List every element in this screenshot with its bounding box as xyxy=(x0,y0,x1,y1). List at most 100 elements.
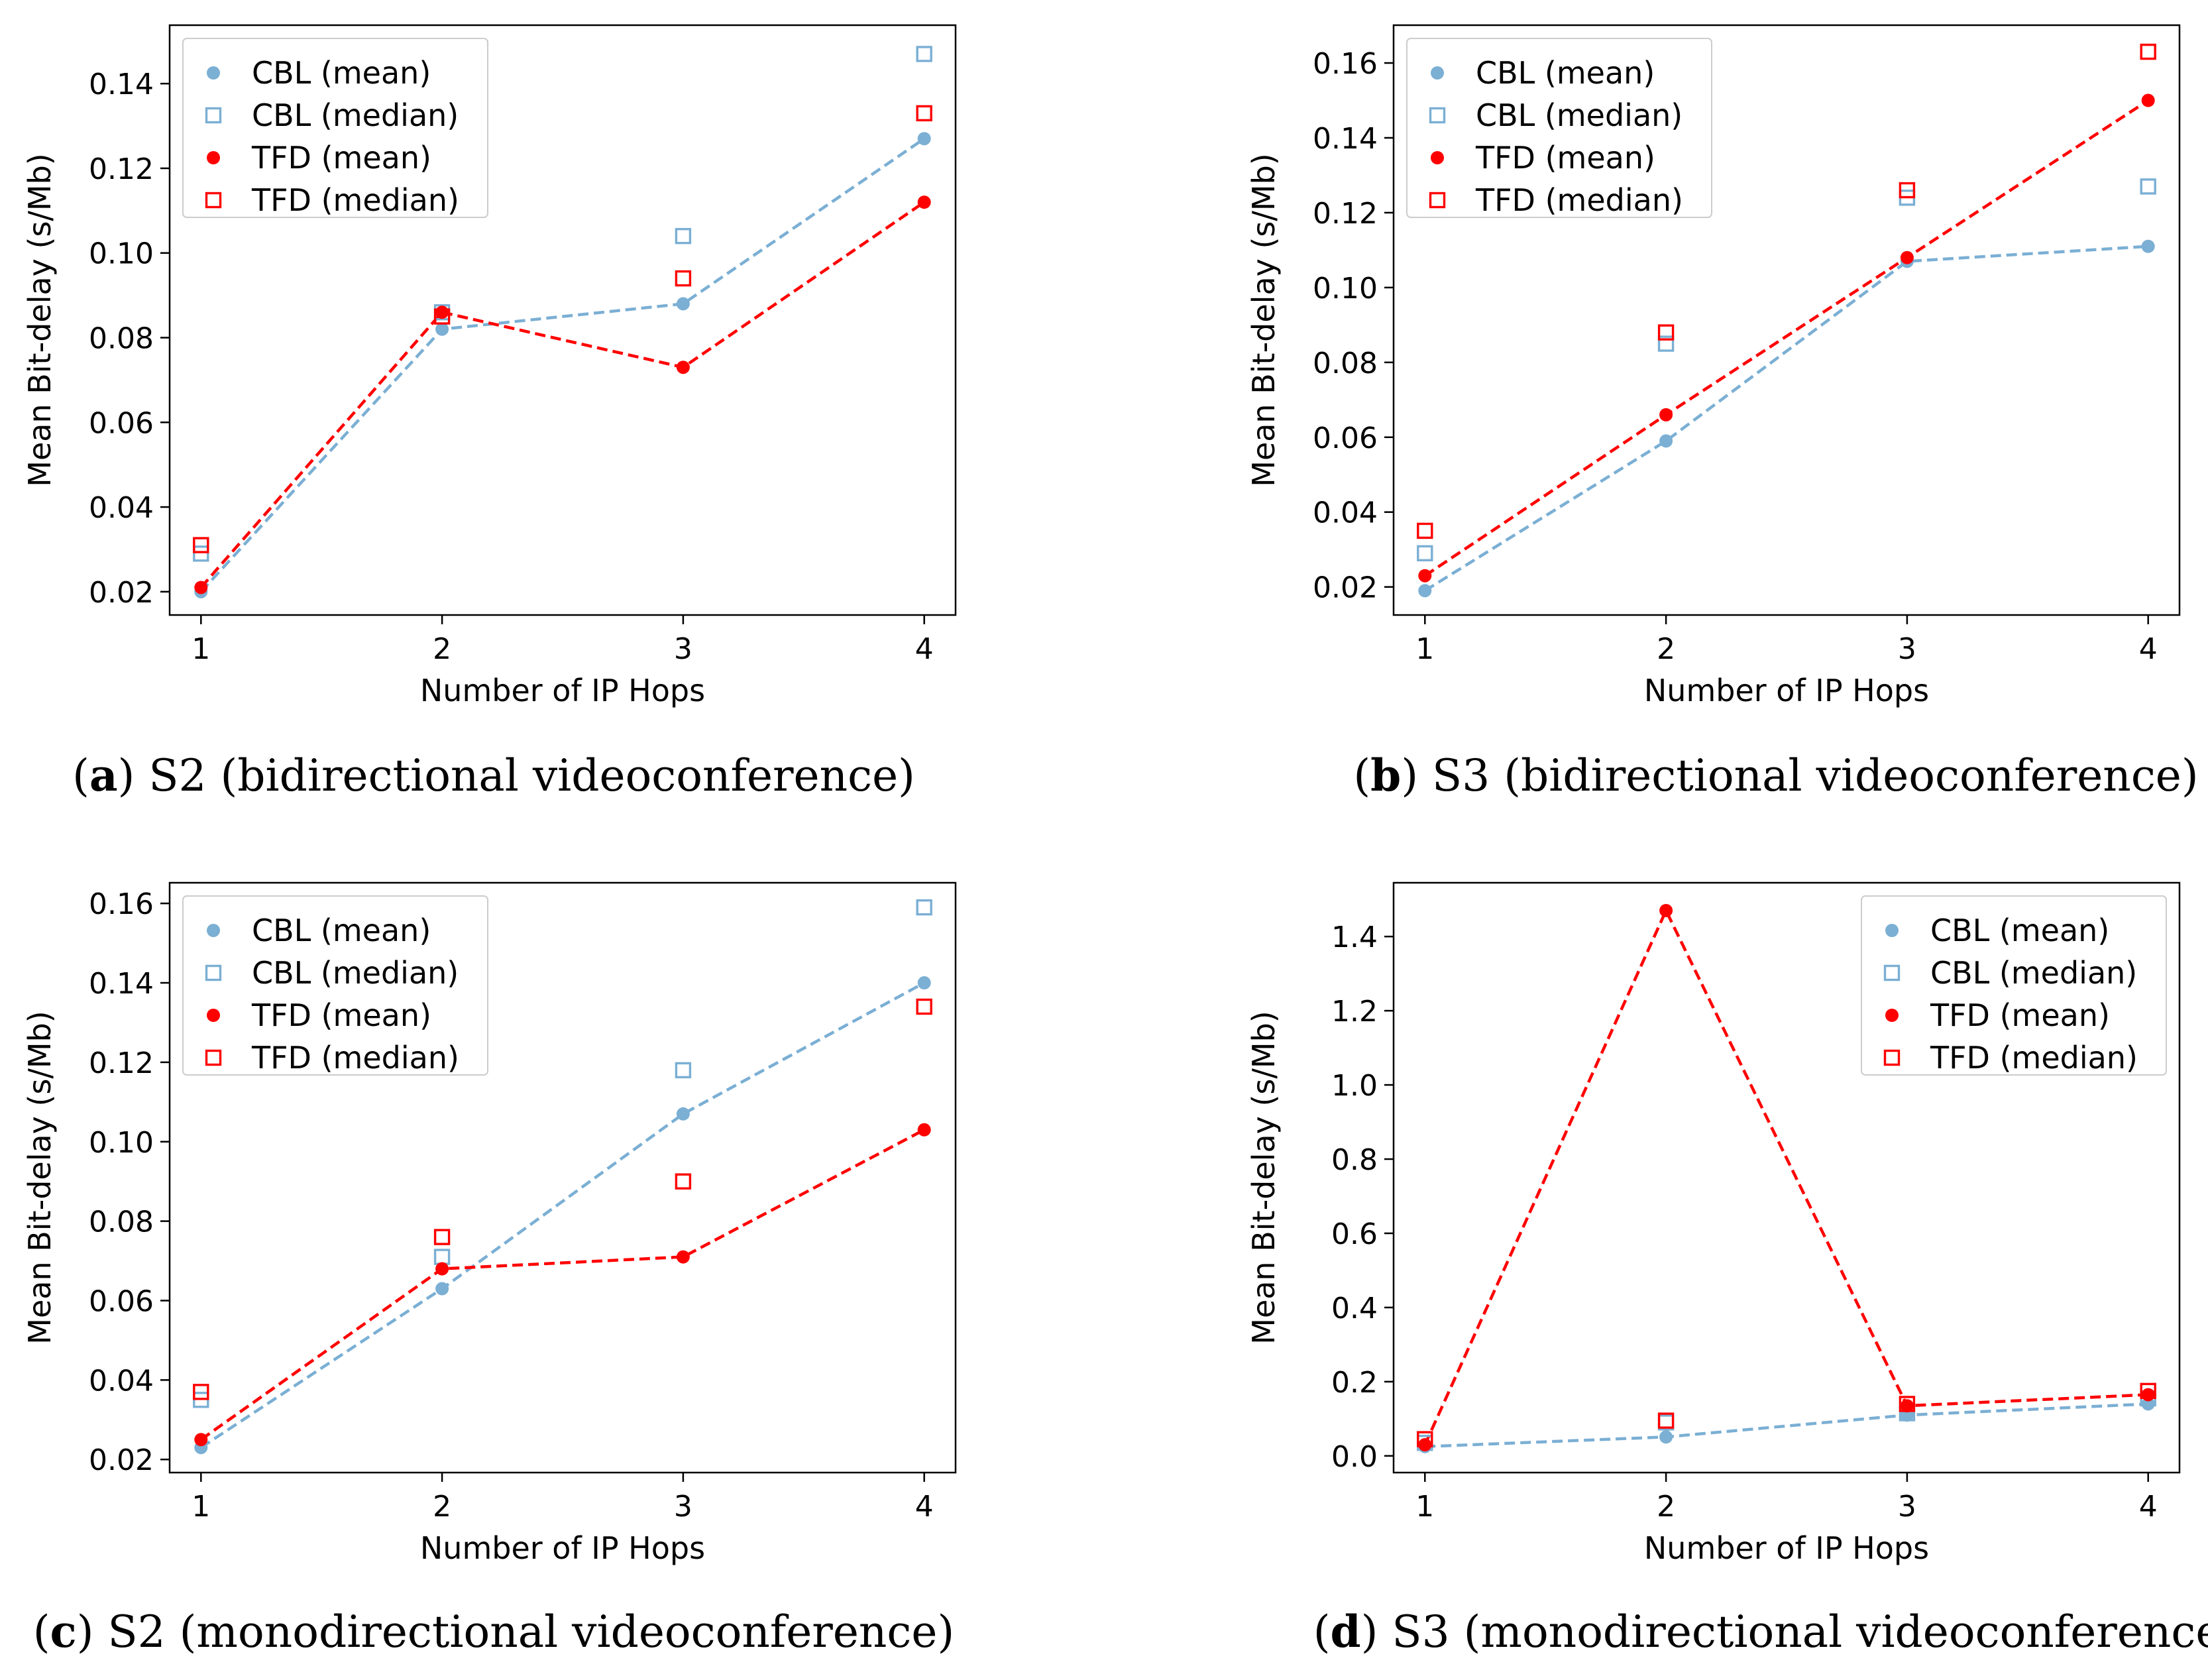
data-point-cbl-median xyxy=(675,227,692,245)
data-point-cbl-median xyxy=(1657,335,1675,352)
chart-panel-d: 0.0 0.2 0.4 0.6 0.8 1.0 1.2 1.4 1 2 3 4 Number of IP… xyxy=(1246,881,2208,1657)
x-tick-label: 4 xyxy=(915,1490,934,1524)
series-line-cbl-mean xyxy=(1424,245,2148,592)
x-axis-label: Number of IP Hops xyxy=(420,673,705,708)
y-axis-label: Mean Bit-delay (s/Mb) xyxy=(22,1011,58,1344)
y-tick-label: 0.04 xyxy=(89,491,154,525)
legend-box xyxy=(1861,895,2167,1076)
data-point-tfd-median xyxy=(193,1384,209,1400)
y-axis-label: Mean Bit-delay (s/Mb) xyxy=(1246,153,1282,486)
y-tick-label: 0.10 xyxy=(89,1126,154,1160)
y-tick-label: 0.6 xyxy=(1331,1217,1378,1251)
y-tick-label: 0.14 xyxy=(89,68,154,101)
data-point-cbl-median xyxy=(1417,545,1433,562)
data-point-cbl-median xyxy=(433,1249,451,1265)
plot-area-frame xyxy=(1392,24,2181,616)
legend-label: CBL (mean) xyxy=(1476,55,1655,91)
series-line-cbl-mean xyxy=(200,981,925,1449)
series-line-tfd-mean xyxy=(1424,99,2149,577)
x-tick-label: 3 xyxy=(674,1490,692,1524)
data-point-tfd-median xyxy=(1657,324,1675,341)
x-tick-label: 2 xyxy=(433,1490,451,1524)
y-tick-label: 0.06 xyxy=(1313,421,1378,455)
legend-marker-cbl-mean xyxy=(1885,924,1899,937)
data-point-cbl-mean xyxy=(676,1107,690,1121)
legend-label: CBL (median) xyxy=(252,97,459,133)
data-point-cbl-median xyxy=(193,545,209,562)
legend: CBL (mean) CBL (median) TFD (mean) TFD (med… xyxy=(182,38,488,218)
data-point-tfd-mean xyxy=(1659,408,1673,421)
legend: CBL (mean) CBL (median) TFD (mean) TFD (med… xyxy=(1406,38,1712,218)
y-tick-label: 1.2 xyxy=(1331,995,1378,1029)
legend-label: TFD (median) xyxy=(1930,1040,2138,1076)
data-point-cbl-median xyxy=(2140,178,2156,195)
data-point-cbl-median xyxy=(916,46,932,62)
data-point-tfd-median xyxy=(433,308,451,325)
data-point-tfd-mean xyxy=(917,196,931,209)
legend: CBL (mean) CBL (median) TFD (mean) TFD (med… xyxy=(182,895,488,1076)
data-point-tfd-mean xyxy=(2141,1388,2155,1402)
data-point-tfd-median xyxy=(1899,182,1916,199)
y-axis-label: Mean Bit-delay (s/Mb) xyxy=(22,153,58,486)
data-point-cbl-mean xyxy=(1418,584,1432,598)
y-tick-label: 0.0 xyxy=(1331,1440,1378,1474)
y-tick-label: 0.14 xyxy=(1313,122,1378,156)
data-point-tfd-mean xyxy=(194,1433,208,1447)
y-tick-label: 0.16 xyxy=(89,887,154,921)
y-tick-label: 0.12 xyxy=(89,152,154,186)
data-point-tfd-mean xyxy=(2141,93,2155,107)
series-line-cbl-mean xyxy=(199,137,925,593)
y-tick-label: 0.2 xyxy=(1331,1366,1378,1400)
y-tick-label: 0.02 xyxy=(1313,571,1378,605)
legend-box xyxy=(182,38,488,218)
data-point-tfd-mean xyxy=(917,1123,931,1137)
legend-label: TFD (mean) xyxy=(251,140,431,176)
chart-panel-a: 0.02 0.04 0.06 0.08 0.10 0.12 0.14 1 2 3 4 Number o… xyxy=(22,24,957,801)
y-tick-label: 0.4 xyxy=(1331,1292,1378,1325)
legend-label: CBL (median) xyxy=(252,955,459,991)
data-point-tfd-median xyxy=(916,998,932,1015)
data-point-cbl-mean xyxy=(1659,434,1673,448)
x-tick-label: 4 xyxy=(915,632,934,666)
x-tick-label: 1 xyxy=(1415,632,1434,666)
data-point-cbl-mean xyxy=(2141,1397,2155,1411)
legend-marker-tfd-mean xyxy=(207,151,220,164)
legend-marker-cbl-mean xyxy=(207,924,220,937)
y-tick-label: 0.08 xyxy=(89,322,154,356)
panel-caption: (b) S3 (bidirectional videoconference) xyxy=(1353,750,2198,801)
y-tick-label: 1.4 xyxy=(1331,921,1378,954)
legend-marker-cbl-median xyxy=(205,964,222,981)
data-point-cbl-median xyxy=(675,1062,692,1079)
data-point-tfd-mean xyxy=(676,361,690,374)
x-axis-label: Number of IP Hops xyxy=(420,1530,705,1566)
data-point-tfd-median xyxy=(1657,1412,1675,1429)
chart-panel-b: 0.02 0.04 0.06 0.08 0.10 0.12 0.14 0.16 1 2 3 4 Numb… xyxy=(1246,24,2199,801)
data-point-tfd-median xyxy=(193,537,209,553)
x-tick-label: 4 xyxy=(2139,632,2158,666)
data-point-tfd-mean xyxy=(435,1262,449,1276)
plot-area-frame xyxy=(168,24,957,616)
data-point-cbl-mean xyxy=(435,322,449,336)
legend-box xyxy=(182,895,488,1076)
data-point-tfd-median xyxy=(2140,43,2156,60)
y-tick-label: 1.0 xyxy=(1331,1069,1378,1103)
y-tick-label: 0.08 xyxy=(89,1205,154,1239)
y-tick-label: 0.06 xyxy=(89,1284,154,1318)
data-point-tfd-median xyxy=(1417,1431,1433,1447)
x-tick-label: 1 xyxy=(1415,1490,1434,1524)
data-point-cbl-mean xyxy=(1659,1430,1673,1444)
y-tick-label: 0.02 xyxy=(89,1443,154,1477)
x-tick-label: 1 xyxy=(192,632,210,666)
y-tick-label: 0.06 xyxy=(89,406,154,440)
x-tick-label: 2 xyxy=(1657,1490,1675,1524)
y-tick-label: 0.10 xyxy=(1313,272,1378,306)
data-point-tfd-mean xyxy=(1418,1438,1432,1452)
data-point-cbl-mean xyxy=(917,976,931,990)
x-axis-label: Number of IP Hops xyxy=(1644,673,1929,708)
legend: CBL (mean) CBL (median) TFD (mean) TFD (med… xyxy=(1861,895,2167,1076)
legend-marker-tfd-mean xyxy=(1431,151,1444,164)
legend-label: TFD (mean) xyxy=(1930,997,2110,1033)
data-point-tfd-median xyxy=(675,270,692,287)
